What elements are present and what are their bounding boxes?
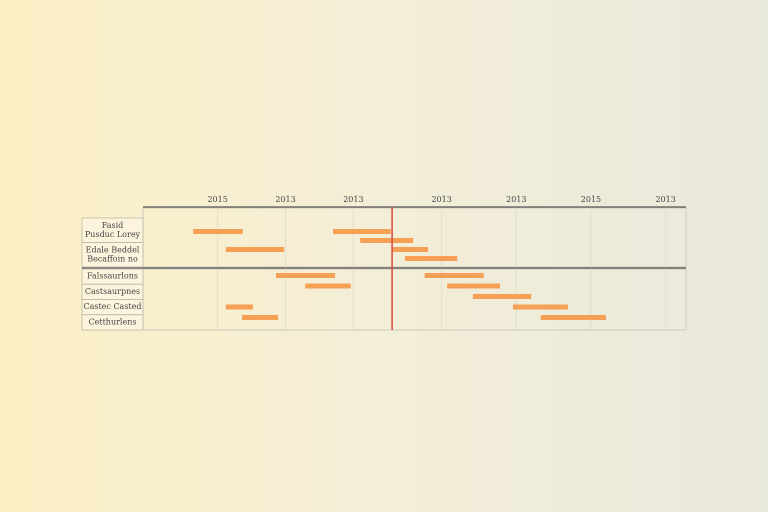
- x-tick-label: 2015: [207, 195, 227, 204]
- task-bar: [193, 229, 243, 234]
- row-label-box: [81, 217, 144, 243]
- task-bar: [225, 304, 253, 310]
- x-tick-label: 2015: [581, 195, 601, 204]
- row-label: Fasid: [102, 221, 124, 230]
- row-label: Becaffoin no: [87, 254, 138, 263]
- row-label: Castec Casted: [83, 302, 141, 311]
- task-bar: [472, 294, 532, 299]
- x-tick-label: 2013: [343, 195, 363, 204]
- x-tick-label: 2013: [506, 195, 526, 204]
- task-bar: [333, 229, 391, 234]
- task-bar: [404, 256, 458, 261]
- row-label: Falssaurlons: [87, 272, 138, 281]
- task-bar: [512, 304, 568, 310]
- x-tick-label: 2013: [275, 195, 295, 204]
- row-label: Cetthurlens: [89, 317, 137, 326]
- row-label-box: [81, 242, 144, 268]
- row-label: Castsaurpnes: [85, 287, 140, 296]
- group-frame: [142, 268, 687, 331]
- row-label: Edale Beddel: [86, 245, 140, 254]
- task-bar: [540, 315, 606, 320]
- task-bar: [225, 247, 285, 252]
- x-tick-label: 2013: [655, 195, 675, 204]
- task-bar: [392, 247, 429, 252]
- row-label-box: [81, 314, 144, 331]
- task-bar: [276, 273, 336, 278]
- task-bar: [424, 273, 484, 278]
- task-bar: [447, 283, 501, 289]
- task-bar: [305, 283, 351, 289]
- task-bar: [360, 238, 414, 243]
- row-label: Pusduc Lorey: [85, 230, 141, 239]
- task-bar: [242, 315, 279, 320]
- x-tick-label: 2013: [431, 195, 451, 204]
